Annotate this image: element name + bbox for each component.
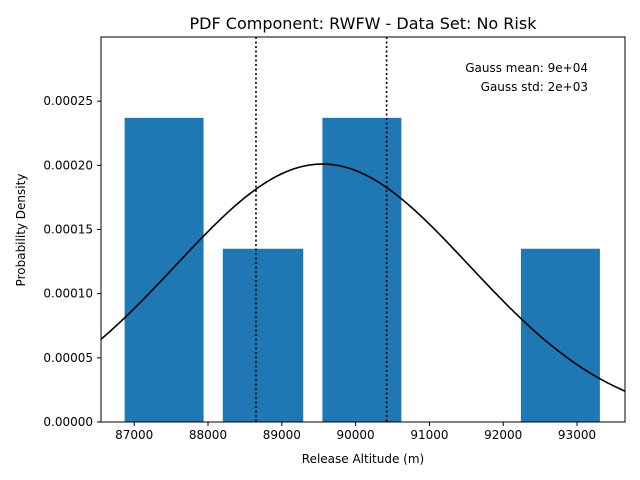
gauss-std-annotation: Gauss std: 2e+03: [481, 80, 588, 94]
x-tick-label-3: 90000: [337, 428, 375, 442]
x-tick-label-5: 92000: [484, 428, 522, 442]
y-tick-label-5: 0.00025: [43, 94, 93, 108]
plot-area: 87000 88000 89000 90000 91000 92000 93000 0.000…: [43, 36, 626, 442]
x-axis-label: Release Altitude (m): [302, 452, 424, 466]
bar-3: [520, 248, 600, 422]
gauss-curve: [101, 163, 625, 392]
bar-2: [322, 117, 402, 422]
y-axis-label: Probability Density: [14, 174, 28, 287]
bar-0: [124, 117, 204, 422]
y-tick-label-3: 0.00015: [43, 223, 93, 237]
x-tick-label-0: 87000: [115, 428, 153, 442]
x-tick-label-1: 88000: [189, 428, 227, 442]
y-tick-label-4: 0.00020: [43, 158, 93, 172]
x-tick-label-4: 91000: [410, 428, 448, 442]
bar-1: [222, 248, 304, 422]
y-tick-label-2: 0.00010: [43, 287, 93, 301]
y-tick-label-0: 0.00000: [43, 415, 93, 429]
x-tick-label-2: 89000: [263, 428, 301, 442]
chart-title: PDF Component: RWFW - Data Set: No Risk: [190, 14, 538, 33]
x-tick-label-6: 93000: [558, 428, 596, 442]
gauss-mean-annotation: Gauss mean: 9e+04: [465, 61, 588, 75]
y-tick-label-1: 0.00005: [43, 351, 93, 365]
